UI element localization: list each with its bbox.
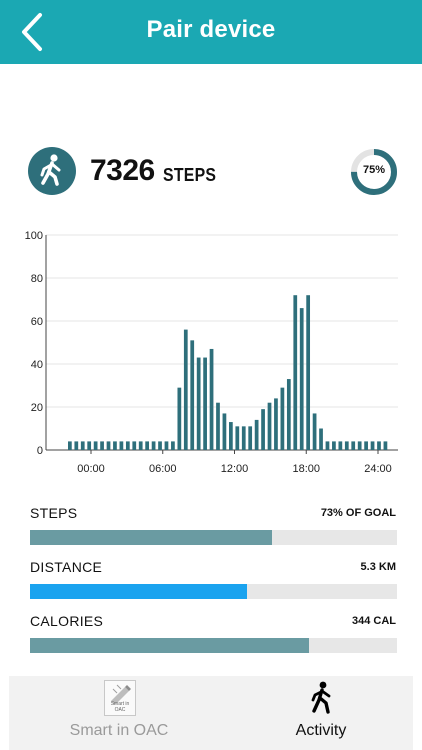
metric-value-calories: 344 CAL [351, 615, 396, 627]
chevron-left-icon [22, 13, 42, 51]
tab-smart-in-oac[interactable]: Smart in OAC Smart in OAC [9, 676, 229, 750]
chart-bar [138, 441, 143, 450]
chart-bar [286, 379, 291, 450]
tab-activity[interactable]: Activity [229, 676, 413, 750]
chart-bar [261, 409, 265, 450]
metric-label-calories: CALORIES [30, 613, 104, 629]
metric-label-distance: DISTANCE [30, 559, 103, 575]
x-tick-label: 18:00 [292, 463, 320, 475]
goal-percent-label: 75% [362, 164, 386, 176]
metric-label-steps: STEPS [30, 505, 78, 521]
metric-value-distance: 5.3 KM [360, 561, 396, 573]
metric-fill-steps [30, 530, 273, 545]
x-tick-label: 00:00 [77, 463, 105, 475]
y-tick-label: 80 [31, 273, 43, 285]
chart-bar [306, 295, 311, 450]
metric-value-steps: 73% OF GOAL [320, 507, 396, 519]
metric-bar-calories [30, 638, 397, 653]
chart-bar [274, 398, 278, 450]
metric-fill-calories [30, 638, 309, 653]
chart-bar [351, 441, 356, 450]
goal-progress-ring [351, 149, 397, 195]
y-tick-label: 20 [31, 402, 43, 414]
chart-bar [241, 426, 246, 450]
x-tick-label: 06:00 [149, 463, 177, 475]
chart-bar [151, 441, 156, 450]
chart-bar [377, 441, 381, 450]
chart-bar [158, 441, 162, 450]
chart-bar [293, 295, 298, 450]
chart-bar [183, 329, 188, 450]
metric-fill-distance [30, 584, 247, 599]
y-tick-label: 0 [37, 445, 43, 457]
tab-label-activity: Activity [295, 722, 347, 739]
x-tick-label: 24:00 [364, 463, 392, 475]
chart-bar [235, 426, 240, 450]
smart-in-oac-icon-caption: Smart in OAC [110, 701, 130, 713]
chart-bar [87, 441, 92, 450]
chart-bar [370, 441, 375, 450]
chart-bar [203, 357, 207, 450]
chart-bar [357, 441, 362, 450]
chart-bar [383, 441, 388, 450]
chart-bar [119, 441, 124, 450]
chart-bar [364, 441, 368, 450]
chart-bar [312, 413, 317, 450]
chart-bar [254, 419, 259, 450]
chart-bar [338, 441, 343, 450]
walking-person-icon [311, 681, 331, 714]
y-tick-label: 40 [31, 359, 43, 371]
chart-bar [106, 441, 111, 450]
bottom-tab-bar: Smart in OAC Smart in OAC Activity [9, 676, 413, 750]
chart-bar [80, 441, 85, 450]
metric-bar-distance [30, 584, 397, 599]
chart-bar [222, 413, 227, 450]
chart-bar [145, 441, 150, 450]
chart-bar [332, 441, 336, 450]
chart-bar [319, 428, 323, 450]
x-tick-label: 12:00 [221, 463, 249, 475]
chart-bar [229, 422, 233, 450]
chart-bar [280, 387, 285, 450]
metric-bar-steps [30, 530, 397, 545]
walking-person-icon [28, 147, 76, 195]
chart-bar [196, 357, 201, 450]
chart-bar [125, 441, 130, 450]
chart-bar [267, 402, 272, 450]
back-button[interactable] [14, 10, 54, 54]
chart-bar [100, 441, 104, 450]
tab-label-smart-in-oac: Smart in OAC [69, 722, 169, 739]
app-header: Pair device [0, 0, 422, 64]
chart-bar [113, 441, 117, 450]
hourly-steps-chart: 100 80 60 40 20 0 00:00 06:00 12:00 18:00 24:00 [25, 230, 398, 475]
chart-bar [299, 308, 304, 450]
chart-bar [325, 441, 330, 450]
chart-bar [93, 441, 98, 450]
y-tick-label: 60 [31, 316, 43, 328]
goal-progress-arc [351, 149, 397, 195]
chart-bar [209, 348, 214, 450]
chart-bar [171, 441, 175, 450]
chart-bar [132, 441, 137, 450]
chart-bar [164, 441, 169, 450]
chart-bar [216, 402, 220, 450]
chart-bar [248, 426, 253, 450]
steps-count: 7326 [90, 154, 155, 187]
chart-bar [344, 441, 349, 450]
page-title: Pair device [146, 16, 276, 43]
chart-bar [68, 441, 72, 450]
chart-bar [74, 441, 79, 450]
steps-summary: 7326 STEPS 75% [28, 147, 398, 199]
steps-unit-label: STEPS [163, 165, 217, 185]
chart-bar [177, 387, 182, 450]
y-tick-label: 100 [25, 230, 43, 242]
chart-bar [190, 340, 195, 450]
smart-in-oac-icon: Smart in OAC [104, 680, 136, 716]
